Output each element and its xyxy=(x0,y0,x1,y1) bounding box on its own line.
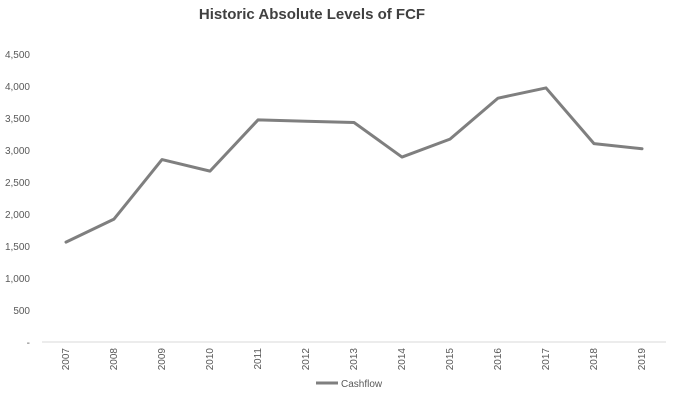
data-point xyxy=(160,158,164,161)
x-tick-label: 2009 xyxy=(157,348,168,371)
x-tick-label: 2012 xyxy=(301,348,312,371)
data-point xyxy=(640,147,644,150)
data-point xyxy=(544,86,548,90)
x-tick-label: 2018 xyxy=(589,348,600,371)
x-tick-label: 2015 xyxy=(445,348,456,371)
y-tick-label: 4,000 xyxy=(5,82,30,93)
x-tick-label: 2011 xyxy=(253,348,264,370)
data-point xyxy=(256,118,260,122)
x-tick-label: 2007 xyxy=(61,348,72,371)
x-tick-label: 2010 xyxy=(205,348,216,371)
x-tick-label: 2016 xyxy=(493,348,504,371)
chart-title: Historic Absolute Levels of FCF xyxy=(199,6,425,23)
y-tick-label: 500 xyxy=(13,306,30,317)
y-tick-label: 1,500 xyxy=(5,242,30,253)
y-tick-label: 2,000 xyxy=(5,210,30,221)
data-point xyxy=(496,96,500,100)
legend-label: Cashflow xyxy=(341,379,383,390)
x-tick-label: 2013 xyxy=(349,348,360,371)
x-tick-label: 2019 xyxy=(637,348,648,371)
y-axis-tick-labels: - 500 1,000 1,500 2,000 2,500 3,000 3,500 4,000 4… xyxy=(5,50,30,349)
y-tick-label: - xyxy=(27,338,30,349)
data-point xyxy=(64,240,68,244)
y-tick-label: 3,500 xyxy=(5,114,30,125)
data-point xyxy=(304,120,308,123)
x-axis-tick-labels: 2007 2008 2009 2010 2011 2012 2013 2014 2015 2016… xyxy=(61,348,648,371)
data-point xyxy=(352,121,356,124)
y-tick-label: 1,000 xyxy=(5,274,30,285)
x-tick-label: 2008 xyxy=(109,348,120,371)
x-tick-label: 2014 xyxy=(397,348,408,371)
data-point xyxy=(112,217,116,221)
y-tick-label: 4,500 xyxy=(5,50,30,61)
y-tick-label: 3,000 xyxy=(5,146,30,157)
data-point xyxy=(592,142,596,145)
series-line-cashflow xyxy=(64,86,644,244)
data-point xyxy=(400,155,404,159)
data-point xyxy=(208,169,212,173)
y-tick-label: 2,500 xyxy=(5,178,30,189)
series-group xyxy=(64,86,644,244)
x-tick-label: 2017 xyxy=(541,348,552,371)
data-point xyxy=(448,137,452,141)
legend: Cashflow xyxy=(316,379,383,390)
